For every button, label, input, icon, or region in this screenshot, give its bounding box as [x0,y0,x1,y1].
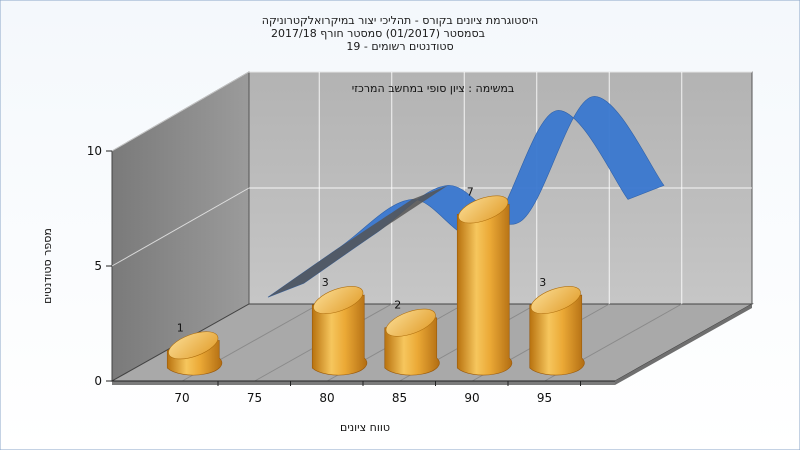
bar-body [311,294,368,376]
bar-cap [313,286,364,314]
bar-90: 7 [456,185,513,376]
bar-value-label: 3 [539,276,546,289]
distribution-curve-shadow [268,185,448,298]
x-tick-label: 80 [319,391,334,405]
chart-annotation: במשימה : ציון סופי במחשב המרכזי [352,82,515,95]
bar-value-label: 3 [322,276,329,289]
bar-cap [458,195,509,224]
bar-80: 3 [311,276,368,376]
bar-70: 1 [166,321,223,376]
distribution-curve [267,96,665,298]
distribution-curve-layer [267,96,665,298]
bar-value-label: 1 [177,321,184,334]
bar-value-label: 7 [467,185,474,198]
y-tick-label: 10 [87,144,102,158]
side-grid-line [111,71,250,152]
tick-layer: 0 5 10 70 75 80 85 90 95 [87,144,615,405]
bar-layer: 1 3 2 7 3 [166,185,585,376]
y-tick-label: 5 [94,259,102,273]
y-tick-label: 0 [94,374,102,388]
bar-body [529,294,585,376]
chart-title-line-1: היסטוגרמת ציונים בקורס - תהליכי יצור במי… [262,14,538,27]
bar-body [456,204,513,376]
bar-cap [168,331,219,360]
bar-85: 2 [384,299,440,376]
x-tick-label: 75 [247,391,262,405]
x-tick-label: 70 [174,391,189,405]
bar-95: 3 [529,276,585,376]
x-axis-title: טווח ציונים [340,421,390,434]
x-tick-label: 85 [392,391,407,405]
chart-title-line-2: בסמסטר (01/2017) סמסטר חורף 2017/18 [271,27,485,40]
y-axis-title: מספר סטודנטים [41,228,54,304]
bar-cap [530,286,581,314]
chart-title-line-3: סטודנטים רשומים - 19 [346,40,453,53]
x-tick-label: 90 [464,391,479,405]
side-grid-line [111,187,250,267]
floor-right-edge [615,304,752,385]
x-tick-label: 95 [537,391,552,405]
bar-value-label: 2 [394,299,401,312]
bar-cap [385,308,436,337]
